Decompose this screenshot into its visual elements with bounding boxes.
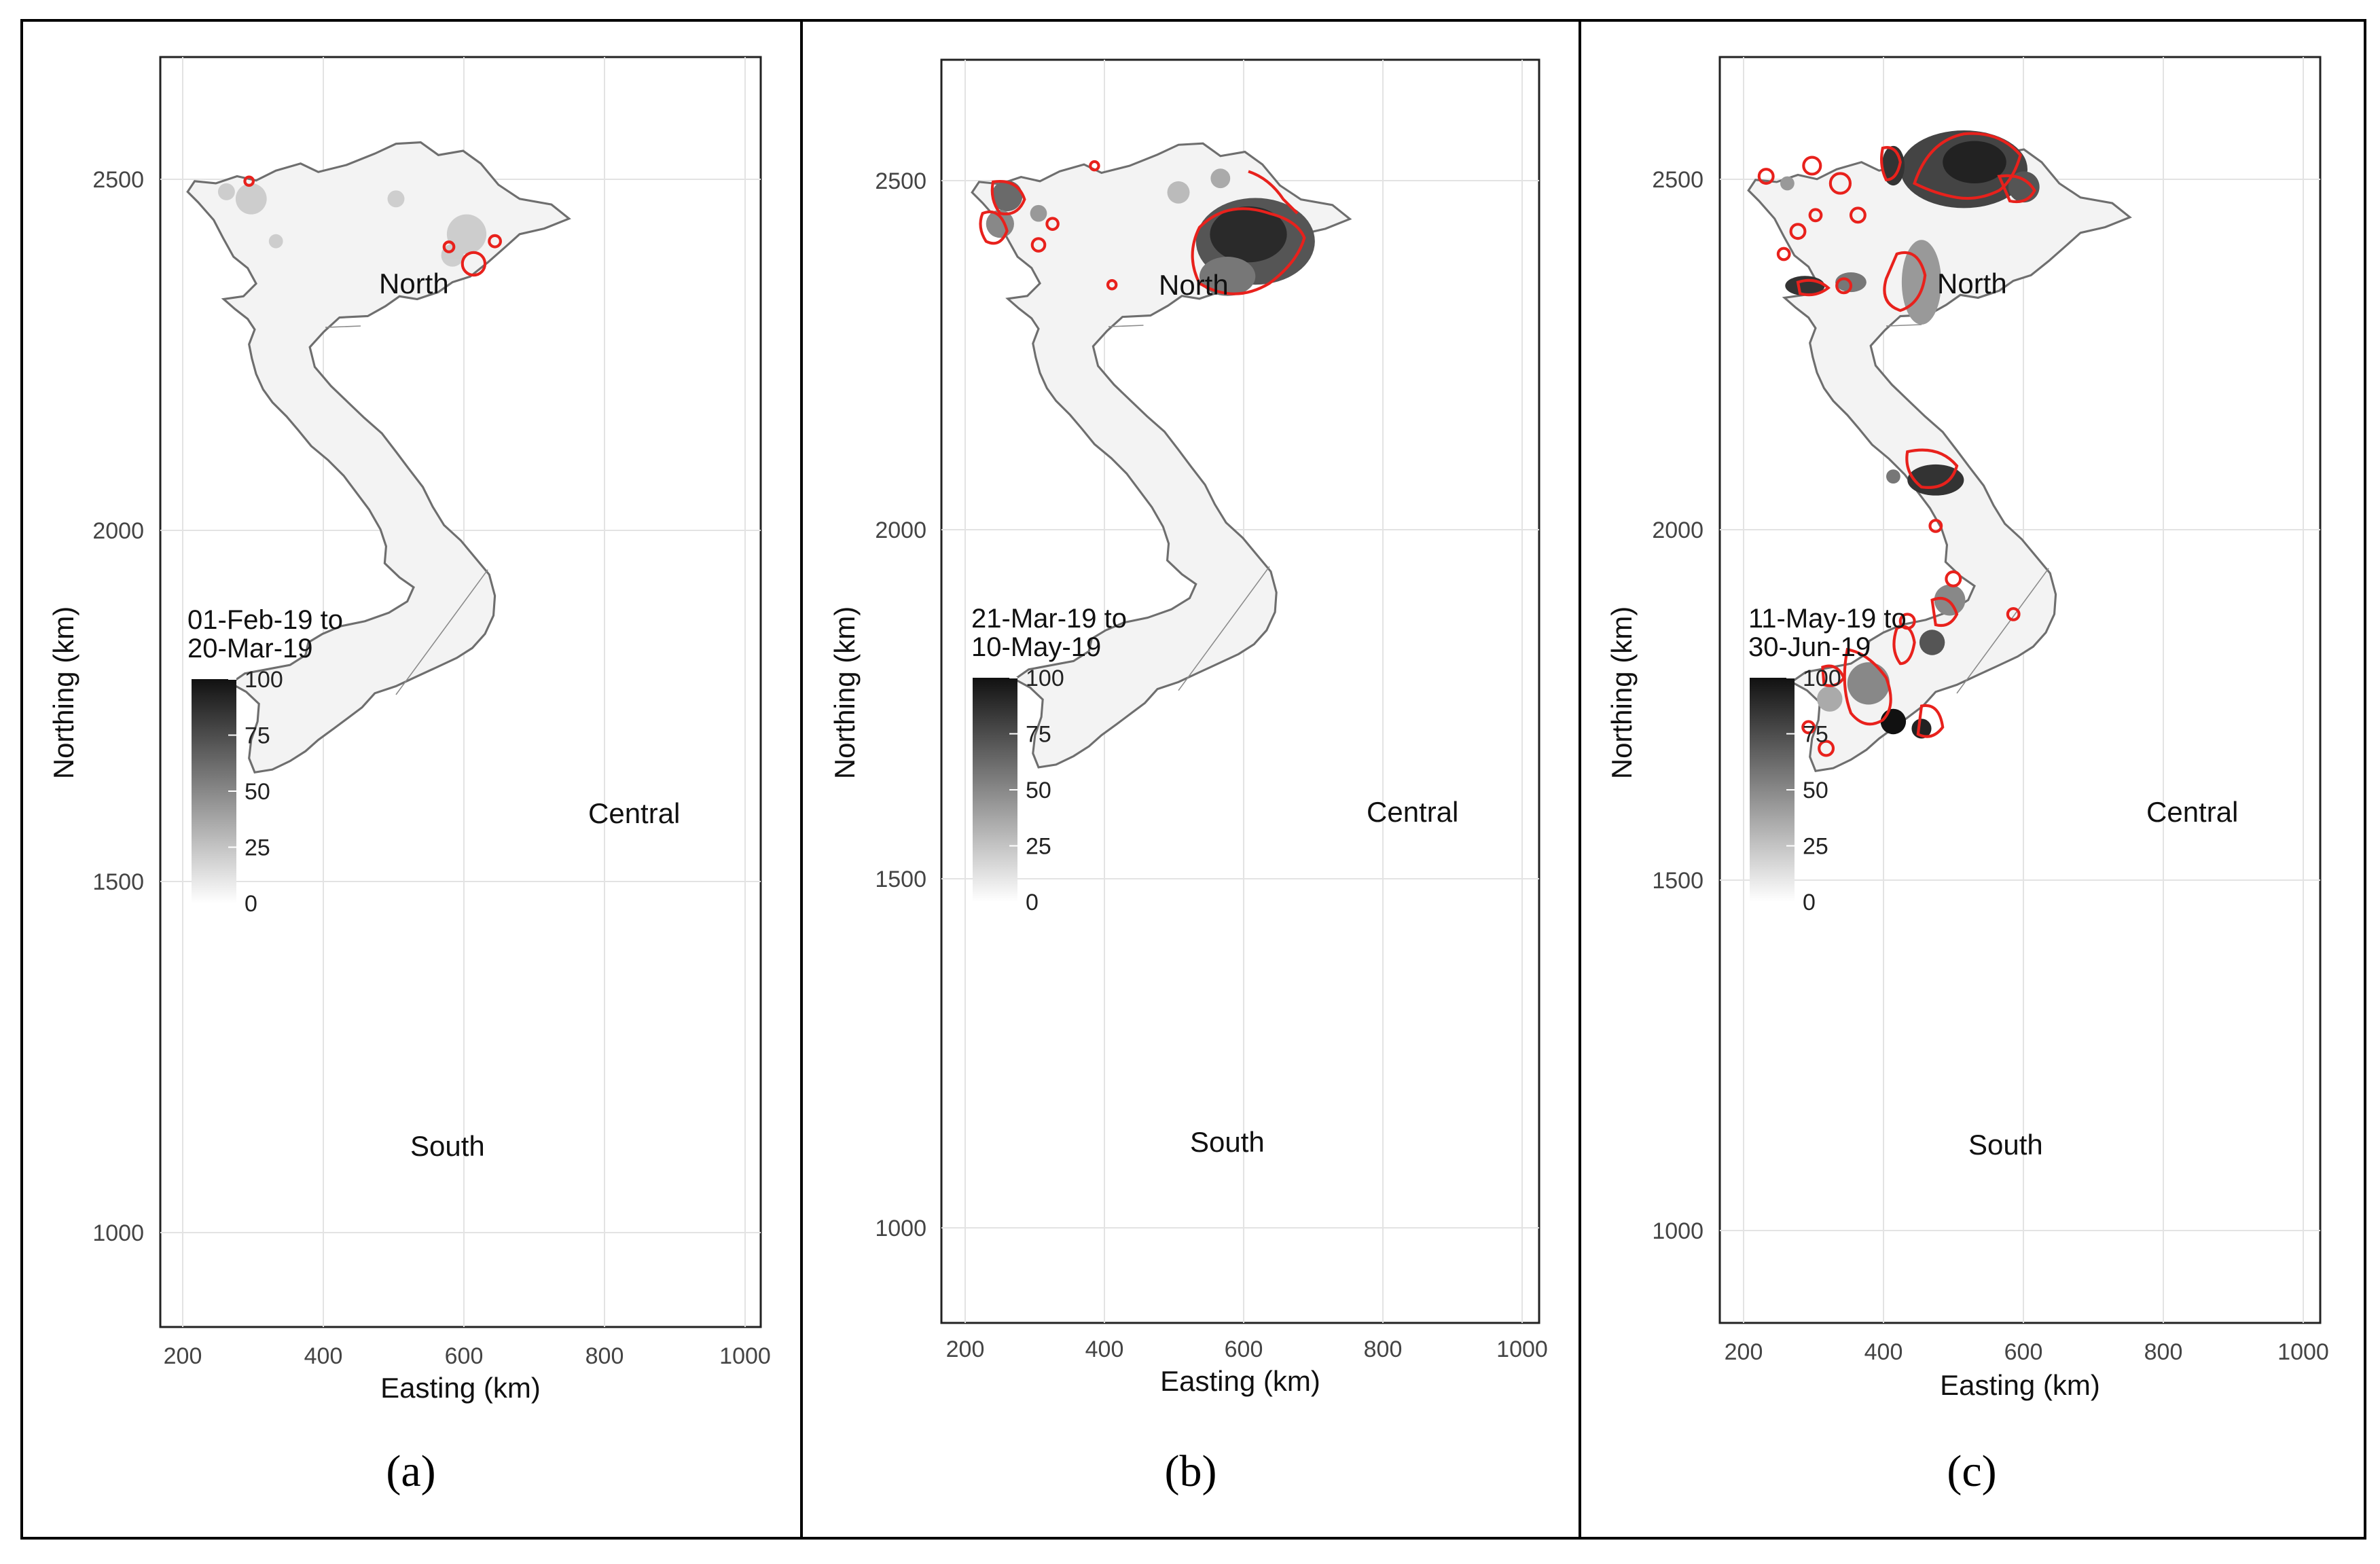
panel-caption: (b) [1165, 1447, 1217, 1496]
legend: 01-Feb-19 to 20-Mar-19 100 75 50 25 0 [187, 605, 343, 917]
colorbar: 100 75 50 25 0 [192, 667, 283, 917]
x-axis-label: Easting (km) [1940, 1369, 2100, 1401]
x-axis-label: Easting (km) [380, 1372, 541, 1404]
colorbar-tick-label: 100 [1803, 666, 1841, 691]
svg-text:11-May-19 to: 11-May-19 to [1748, 604, 1907, 634]
grid [1720, 57, 2320, 1323]
colorbar-tick-label: 0 [1026, 890, 1039, 915]
x-tick-labels: 200 400 600 800 1000 [946, 1336, 1548, 1362]
svg-text:South: South [1190, 1126, 1265, 1158]
legend: 21-Mar-19 to 10-May-19 100 75 50 25 0 [971, 604, 1127, 915]
colorbar-tick-label: 75 [1803, 722, 1828, 748]
svg-text:North: North [379, 268, 449, 299]
colorbar-tick-label: 100 [1026, 666, 1064, 691]
panel-c: North Central South 11-May-19 to 30-Jun-… [1606, 56, 2329, 1496]
colorbar: 100 75 50 25 0 [1750, 666, 1841, 915]
svg-text:2000: 2000 [92, 518, 144, 544]
svg-text:21-Mar-19 to: 21-Mar-19 to [971, 604, 1127, 634]
colorbar-tick-label: 75 [245, 723, 270, 749]
panel-b: North Central South 21-Mar-19 to 10-May-… [829, 58, 1548, 1496]
colorbar-tick-label: 25 [1026, 834, 1051, 860]
panel-caption: (a) [386, 1447, 435, 1496]
svg-text:1500: 1500 [92, 869, 144, 895]
colorbar-tick-label: 50 [245, 779, 270, 805]
svg-text:1000: 1000 [719, 1343, 771, 1369]
y-axis-label: Northing (km) [829, 606, 861, 779]
svg-text:400: 400 [304, 1343, 343, 1369]
colorbar-tick-label: 75 [1026, 722, 1051, 748]
svg-text:1500: 1500 [1652, 868, 1703, 894]
svg-text:400: 400 [1085, 1336, 1124, 1362]
svg-text:2000: 2000 [875, 517, 926, 543]
colorbar-tick-label: 100 [245, 667, 283, 693]
svg-text:1000: 1000 [92, 1220, 144, 1246]
svg-text:2500: 2500 [92, 167, 144, 193]
svg-text:10-May-19: 10-May-19 [971, 632, 1101, 662]
y-tick-labels: 1000 1500 2000 2500 [92, 167, 144, 1246]
svg-text:200: 200 [946, 1336, 985, 1362]
hotspot-contours [979, 160, 1306, 295]
svg-text:600: 600 [445, 1343, 484, 1369]
svg-text:1000: 1000 [875, 1216, 926, 1241]
colorbar-tick-label: 25 [1803, 834, 1828, 860]
svg-text:1000: 1000 [2277, 1339, 2329, 1365]
colorbar-tick-label: 25 [245, 835, 270, 861]
panel-caption: (c) [1947, 1447, 1996, 1496]
colorbar-tick-label: 0 [245, 891, 257, 917]
svg-text:North: North [1937, 268, 2007, 299]
svg-text:1000: 1000 [1496, 1336, 1548, 1362]
vietnam-map [186, 141, 571, 774]
svg-text:200: 200 [1725, 1339, 1763, 1365]
svg-text:20-Mar-19: 20-Mar-19 [187, 634, 313, 663]
svg-text:North: North [1159, 269, 1229, 301]
svg-text:2500: 2500 [1652, 167, 1703, 193]
svg-text:400: 400 [1864, 1339, 1903, 1365]
svg-text:2500: 2500 [875, 168, 926, 194]
svg-text:600: 600 [1225, 1336, 1263, 1362]
intensity-spots [217, 183, 487, 267]
svg-text:200: 200 [164, 1343, 202, 1369]
hotspot-contours [243, 175, 502, 277]
panel-a: North Central South 01-Feb-19 to 20-Mar-… [48, 56, 771, 1496]
y-tick-labels: 1000 1500 2000 2500 [875, 168, 926, 1241]
colorbar-tick-label: 0 [1803, 890, 1816, 915]
svg-text:1000: 1000 [1652, 1218, 1703, 1244]
y-tick-labels: 1000 1500 2000 2500 [1652, 167, 1703, 1244]
x-tick-labels: 200 400 600 800 1000 [164, 1343, 771, 1369]
region-labels: North Central South [379, 268, 680, 1162]
y-axis-label: Northing (km) [1606, 606, 1638, 779]
svg-text:600: 600 [2004, 1339, 2043, 1365]
svg-text:800: 800 [1364, 1336, 1403, 1362]
svg-text:South: South [410, 1130, 485, 1162]
svg-text:30-Jun-19: 30-Jun-19 [1748, 632, 1871, 662]
svg-text:Central: Central [588, 797, 680, 829]
svg-text:1500: 1500 [875, 867, 926, 892]
colorbar-tick-label: 50 [1026, 778, 1051, 803]
svg-text:2000: 2000 [1652, 517, 1703, 543]
x-axis-label: Easting (km) [1160, 1365, 1320, 1397]
svg-text:Central: Central [1367, 796, 1458, 828]
region-labels: North Central South [1159, 269, 1458, 1158]
x-tick-labels: 200 400 600 800 1000 [1725, 1339, 2329, 1365]
svg-text:01-Feb-19 to: 01-Feb-19 to [187, 605, 343, 635]
hotspot-contours [1757, 132, 2036, 757]
y-axis-label: Northing (km) [48, 606, 79, 779]
region-labels: North Central South [1937, 268, 2238, 1161]
vietnam-map [1747, 130, 2131, 772]
svg-text:800: 800 [585, 1343, 624, 1369]
vietnam-map [971, 142, 1351, 769]
legend: 11-May-19 to 30-Jun-19 100 75 50 25 0 [1748, 604, 1907, 915]
svg-text:South: South [1968, 1129, 2043, 1161]
svg-text:Central: Central [2146, 796, 2238, 828]
svg-text:800: 800 [2144, 1339, 2183, 1365]
colorbar-tick-label: 50 [1803, 778, 1828, 803]
outer-frame [20, 19, 2366, 1540]
colorbar: 100 75 50 25 0 [973, 666, 1064, 915]
